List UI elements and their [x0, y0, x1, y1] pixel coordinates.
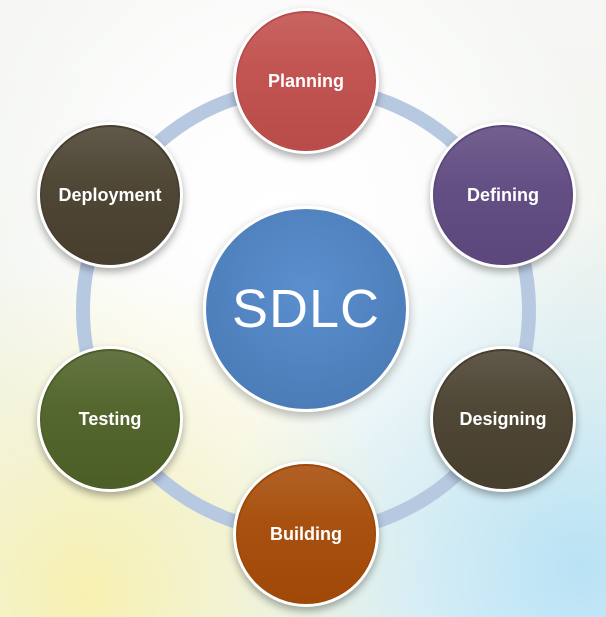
node-label-defining: Defining	[467, 184, 539, 205]
node-testing: Testing	[37, 346, 183, 492]
center-node: SDLC	[203, 206, 409, 412]
node-defining: Defining	[430, 122, 576, 268]
center-label: SDLC	[231, 279, 381, 339]
node-building: Building	[233, 461, 379, 607]
node-deployment: Deployment	[37, 122, 183, 268]
node-planning: Planning	[233, 8, 379, 154]
node-label-planning: Planning	[268, 70, 344, 91]
node-label-designing: Designing	[459, 408, 547, 429]
node-label-building: Building	[270, 523, 342, 544]
node-label-deployment: Deployment	[58, 184, 162, 205]
node-label-testing: Testing	[78, 408, 142, 429]
node-designing: Designing	[430, 346, 576, 492]
